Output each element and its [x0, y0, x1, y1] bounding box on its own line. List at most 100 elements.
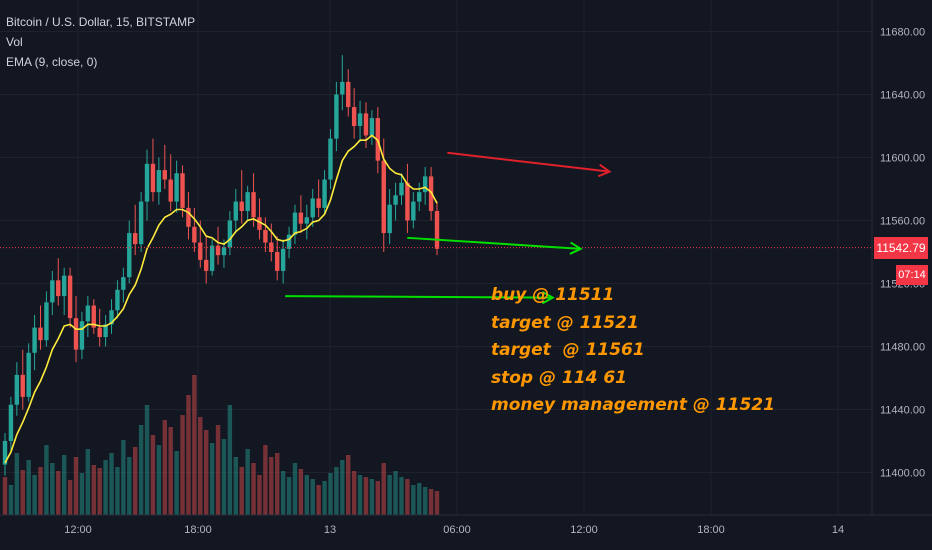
note-money-management: money management @ 11521	[491, 395, 775, 415]
volume-bar	[115, 467, 120, 515]
candle-body	[369, 118, 375, 136]
candle-body	[85, 305, 91, 322]
volume-bar	[215, 425, 221, 515]
volume-bar	[156, 445, 162, 515]
volume-bar	[411, 485, 416, 515]
symbol-title[interactable]: Bitcoin / U.S. Dollar, 15, BITSTAMP	[6, 15, 196, 29]
volume-bar	[346, 455, 351, 515]
volume-bar	[434, 491, 440, 515]
volume-bar	[61, 455, 67, 515]
price-tick-label: 11440.00	[880, 404, 925, 416]
candle-body	[198, 242, 203, 260]
candle-body	[2, 440, 8, 465]
volume-bar	[275, 453, 280, 515]
candle-body	[61, 275, 67, 297]
annotation-arrow-line	[285, 295, 553, 299]
candle-body	[215, 245, 221, 256]
volume-bar	[14, 453, 20, 515]
annotation-arrow-line	[447, 151, 610, 173]
candle-body	[56, 280, 61, 297]
candle-body	[422, 176, 428, 193]
volume-bar	[399, 477, 404, 515]
candle-body	[286, 234, 292, 249]
volume-bar	[280, 471, 286, 515]
candle-body	[292, 212, 298, 235]
ema-line	[4, 134, 438, 464]
volume-bar	[387, 475, 392, 515]
volume-bar	[233, 457, 238, 515]
volume-bar	[239, 467, 244, 515]
price-tick-label: 11600.00	[880, 152, 925, 164]
candle-body	[109, 310, 114, 325]
volume-bar	[263, 445, 268, 515]
trade-notes: buy @ 11511 target @ 11521 target @ 1156…	[491, 282, 775, 420]
candle-body	[357, 113, 363, 126]
time-tick-label: 18:00	[697, 524, 725, 536]
volume-bar	[85, 449, 91, 515]
volume-bar	[144, 405, 150, 515]
note-stop: stop @ 114 61	[491, 367, 627, 388]
candle-body	[38, 327, 43, 341]
time-axis[interactable]: 12:00 18:00 13 06:00 12:00 18:00 14	[64, 524, 844, 536]
price-tick-label: 11640.00	[880, 89, 925, 101]
candle-body	[115, 289, 120, 311]
candle-body	[221, 247, 227, 256]
candle-body	[127, 233, 132, 278]
volume-bar	[168, 427, 173, 515]
candle-body	[405, 182, 410, 221]
candle-body	[32, 327, 37, 353]
volume-bar	[79, 473, 85, 515]
candle-body	[44, 302, 49, 341]
volume-bar	[292, 463, 298, 515]
candle-body	[263, 229, 268, 243]
volume-bar	[428, 489, 434, 515]
volume-bar	[304, 475, 310, 515]
volume-bar	[328, 473, 333, 515]
candle-body	[180, 173, 185, 208]
note-target-2: target @ 11561	[491, 340, 645, 360]
candle-body	[310, 198, 315, 218]
volume-bar	[369, 479, 375, 515]
vol-indicator-label[interactable]: Vol	[6, 35, 23, 49]
volume-bar	[334, 467, 339, 515]
volume-bar	[192, 375, 197, 515]
candle-body	[204, 259, 209, 271]
volume-bar	[97, 468, 102, 515]
candle-body	[174, 173, 179, 202]
candle-body	[103, 324, 108, 338]
candle-body	[50, 280, 55, 303]
time-tick-label: 18:00	[184, 524, 212, 536]
candle-body	[168, 179, 173, 202]
candle-body	[351, 107, 357, 126]
volume-bar	[8, 485, 14, 515]
volume-bar	[150, 435, 156, 515]
candle-body	[334, 94, 339, 139]
candle-body	[269, 242, 274, 252]
candle-body	[275, 251, 280, 271]
candle-body	[340, 81, 345, 95]
price-tick-label: 11480.00	[880, 341, 925, 353]
candle-body	[381, 160, 386, 234]
candle-body	[132, 233, 138, 245]
candle-body	[26, 352, 31, 397]
volume-bar	[138, 425, 144, 515]
volume-bar	[109, 453, 114, 515]
candle-body	[209, 245, 215, 271]
volume-bar	[363, 477, 369, 515]
volume-bar	[340, 460, 345, 515]
drawn-annotations[interactable]	[285, 151, 612, 305]
candle-body	[162, 170, 167, 180]
ema-indicator-label[interactable]: EMA (9, close, 0)	[6, 55, 98, 69]
candle-body	[156, 170, 162, 193]
candle-body	[251, 192, 256, 218]
candle-body	[280, 248, 286, 271]
volume-bar	[32, 475, 37, 515]
candle-body	[363, 113, 369, 136]
candle-body	[298, 212, 304, 224]
volume-bar	[405, 479, 410, 515]
candle-body	[316, 198, 321, 208]
volume-bar	[245, 449, 250, 515]
volume-bar	[357, 475, 363, 515]
candle-body	[67, 275, 73, 319]
